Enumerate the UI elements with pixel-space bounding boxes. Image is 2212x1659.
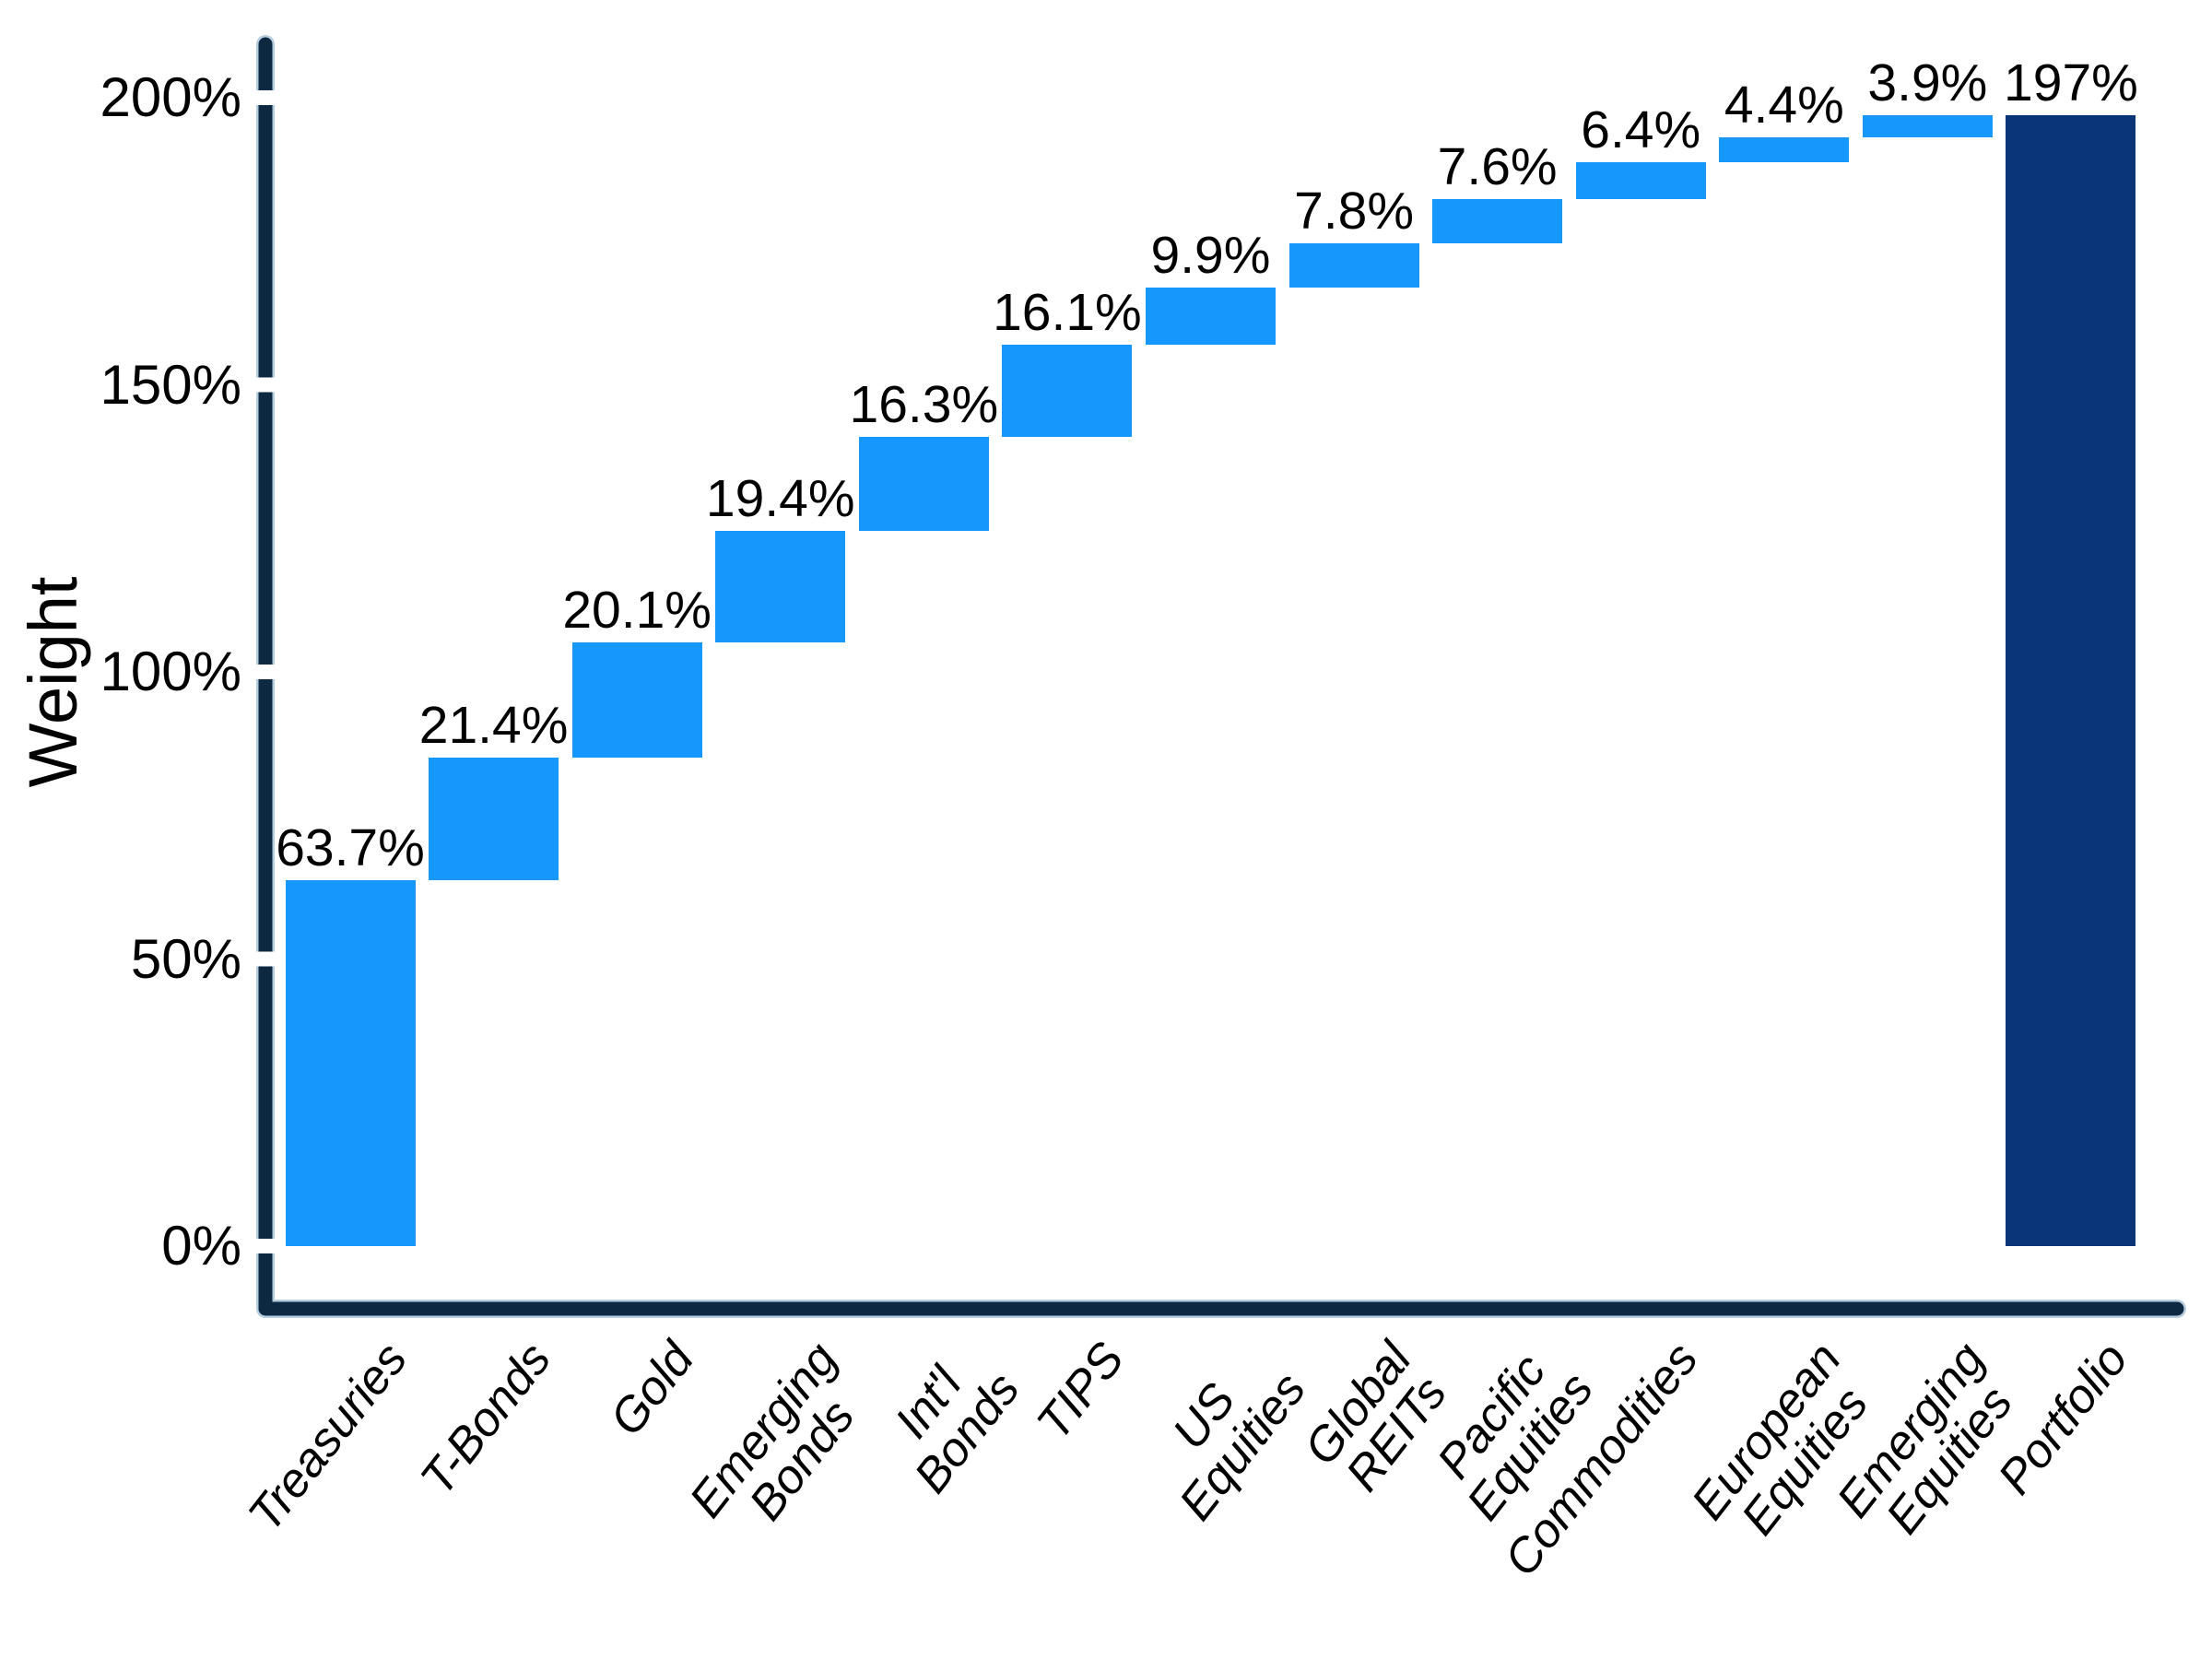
value-label-portfolio: 197% — [2004, 53, 2138, 112]
value-label-gold: 20.1% — [562, 580, 712, 640]
y-tick-gap-100 — [253, 665, 276, 679]
bar-tips — [1002, 344, 1133, 438]
bar-pacific-equities — [1432, 199, 1563, 243]
y-tick-label-0: 0% — [161, 1215, 241, 1277]
y-tick-label-50: 50% — [130, 927, 241, 990]
value-label-commodities: 6.4% — [1581, 100, 1701, 160]
value-label-tips: 16.1% — [993, 282, 1142, 342]
value-label-pacific-equities: 7.6% — [1437, 137, 1558, 197]
y-tick-gap-50 — [253, 951, 276, 967]
bar-intl-bonds — [858, 437, 989, 531]
axis-spines — [258, 37, 2184, 1316]
value-label-emerging-bonds: 19.4% — [705, 468, 855, 528]
bar-emerging-bonds — [715, 530, 846, 642]
y-axis-tick-gaps — [253, 90, 276, 1253]
value-label-intl-bonds: 16.3% — [849, 375, 999, 435]
bar-us-equities — [1145, 288, 1276, 345]
bar-portfolio — [2006, 114, 2136, 1246]
y-tick-gap-150 — [253, 377, 276, 393]
value-label-us-equities: 9.9% — [1150, 226, 1271, 286]
bar-t-bonds — [429, 757, 559, 881]
bar-gold — [571, 641, 702, 758]
y-tick-gap-0 — [253, 1239, 276, 1253]
value-label-global-reits: 7.8% — [1294, 181, 1414, 241]
bar-global-reits — [1288, 242, 1419, 288]
y-tick-label-100: 100% — [100, 641, 241, 702]
y-axis-title: Weight — [15, 576, 91, 788]
value-label-treasuries: 63.7% — [276, 818, 425, 878]
y-tick-label-200: 200% — [100, 66, 241, 128]
bar-treasuries — [285, 880, 416, 1246]
bar-emerging-equities — [1862, 114, 1993, 137]
bar-european-equities — [1719, 136, 1850, 163]
y-tick-gap-200 — [253, 90, 276, 105]
value-label-european-equities: 4.4% — [1724, 75, 1844, 135]
y-tick-label-150: 150% — [100, 353, 241, 416]
value-label-emerging-equities: 3.9% — [1867, 53, 1988, 112]
value-label-t-bonds: 21.4% — [418, 695, 569, 755]
bar-commodities — [1575, 162, 1706, 200]
